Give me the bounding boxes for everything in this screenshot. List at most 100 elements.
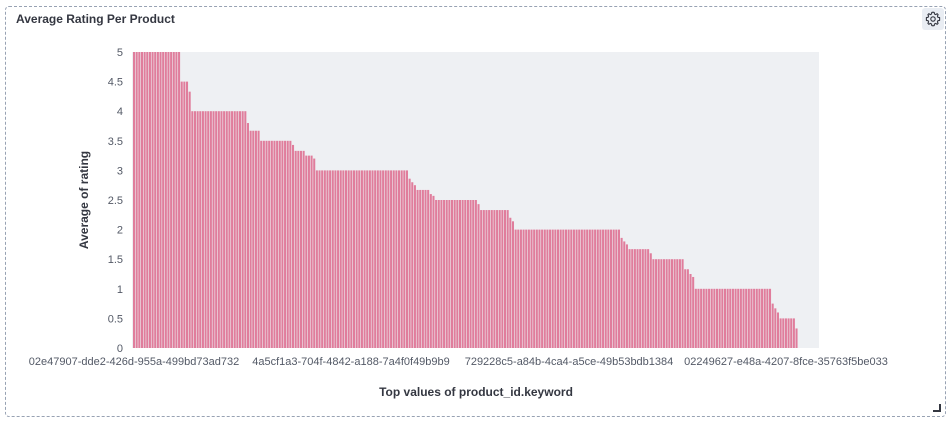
bar[interactable] bbox=[639, 249, 642, 348]
bar[interactable] bbox=[586, 229, 589, 348]
bar[interactable] bbox=[252, 130, 255, 348]
bar[interactable] bbox=[686, 269, 689, 348]
bar[interactable] bbox=[660, 259, 663, 348]
bar[interactable] bbox=[496, 210, 499, 348]
bar[interactable] bbox=[578, 229, 581, 348]
bar[interactable] bbox=[755, 288, 758, 348]
bar[interactable] bbox=[673, 259, 676, 348]
bar[interactable] bbox=[326, 170, 329, 348]
bar[interactable] bbox=[352, 170, 355, 348]
bar[interactable] bbox=[522, 229, 525, 348]
bar[interactable] bbox=[175, 52, 178, 348]
bar[interactable] bbox=[297, 150, 300, 348]
bar[interactable] bbox=[464, 200, 467, 348]
bar[interactable] bbox=[647, 249, 650, 348]
bar[interactable] bbox=[294, 150, 297, 348]
bar[interactable] bbox=[676, 259, 679, 348]
bar[interactable] bbox=[223, 111, 226, 348]
bar[interactable] bbox=[504, 210, 507, 348]
bar[interactable] bbox=[742, 288, 745, 348]
bar[interactable] bbox=[411, 182, 414, 348]
bar[interactable] bbox=[249, 130, 252, 348]
bar[interactable] bbox=[188, 91, 191, 348]
bar[interactable] bbox=[474, 200, 477, 348]
bar[interactable] bbox=[443, 200, 446, 348]
bar[interactable] bbox=[151, 52, 154, 348]
bar[interactable] bbox=[721, 288, 724, 348]
bar[interactable] bbox=[146, 52, 149, 348]
bar[interactable] bbox=[209, 111, 212, 348]
bar[interactable] bbox=[421, 189, 424, 348]
bar[interactable] bbox=[262, 140, 265, 348]
bar[interactable] bbox=[753, 288, 756, 348]
bar[interactable] bbox=[541, 229, 544, 348]
bar[interactable] bbox=[678, 259, 681, 348]
bar[interactable] bbox=[172, 52, 175, 348]
bar[interactable] bbox=[323, 170, 326, 348]
bar[interactable] bbox=[617, 229, 620, 348]
bar[interactable] bbox=[244, 111, 247, 348]
bar[interactable] bbox=[625, 244, 628, 348]
bar[interactable] bbox=[668, 259, 671, 348]
bar[interactable] bbox=[551, 229, 554, 348]
bar[interactable] bbox=[485, 210, 488, 348]
bar[interactable] bbox=[745, 288, 748, 348]
bar[interactable] bbox=[761, 288, 764, 348]
bar[interactable] bbox=[281, 140, 284, 348]
bar[interactable] bbox=[665, 259, 668, 348]
bar[interactable] bbox=[498, 210, 501, 348]
bar[interactable] bbox=[554, 229, 557, 348]
bar[interactable] bbox=[517, 229, 520, 348]
bar[interactable] bbox=[231, 111, 234, 348]
bar[interactable] bbox=[519, 229, 522, 348]
bar[interactable] bbox=[156, 52, 159, 348]
bar[interactable] bbox=[292, 144, 295, 348]
bar[interactable] bbox=[419, 189, 422, 348]
bar[interactable] bbox=[490, 210, 493, 348]
bar[interactable] bbox=[694, 288, 697, 348]
bar[interactable] bbox=[284, 140, 287, 348]
bar[interactable] bbox=[193, 111, 196, 348]
bar[interactable] bbox=[170, 52, 173, 348]
bar[interactable] bbox=[506, 210, 509, 348]
bar[interactable] bbox=[318, 170, 321, 348]
bar[interactable] bbox=[395, 170, 398, 348]
bar[interactable] bbox=[779, 318, 782, 348]
bar[interactable] bbox=[371, 170, 374, 348]
bar[interactable] bbox=[445, 200, 448, 348]
bar[interactable] bbox=[535, 229, 538, 348]
bar[interactable] bbox=[716, 288, 719, 348]
bar[interactable] bbox=[787, 318, 790, 348]
bar[interactable] bbox=[427, 189, 430, 348]
bar[interactable] bbox=[633, 249, 636, 348]
bar[interactable] bbox=[731, 288, 734, 348]
bar[interactable] bbox=[345, 170, 348, 348]
bar[interactable] bbox=[729, 288, 732, 348]
bar[interactable] bbox=[710, 288, 713, 348]
bar[interactable] bbox=[655, 259, 658, 348]
bar[interactable] bbox=[530, 229, 533, 348]
bar[interactable] bbox=[734, 288, 737, 348]
bar[interactable] bbox=[795, 328, 798, 348]
bar[interactable] bbox=[254, 130, 257, 348]
bar[interactable] bbox=[239, 111, 242, 348]
bar[interactable] bbox=[310, 155, 313, 348]
bar[interactable] bbox=[167, 52, 170, 348]
bar[interactable] bbox=[403, 170, 406, 348]
bar[interactable] bbox=[429, 194, 432, 348]
bar[interactable] bbox=[437, 200, 440, 348]
bar[interactable] bbox=[739, 288, 742, 348]
bar[interactable] bbox=[392, 170, 395, 348]
bar[interactable] bbox=[692, 276, 695, 348]
bar[interactable] bbox=[774, 308, 777, 348]
bar[interactable] bbox=[384, 170, 387, 348]
bar[interactable] bbox=[164, 52, 167, 348]
bar[interactable] bbox=[191, 111, 194, 348]
bar[interactable] bbox=[792, 318, 795, 348]
bar[interactable] bbox=[564, 229, 567, 348]
bar[interactable] bbox=[387, 170, 390, 348]
bar[interactable] bbox=[557, 229, 560, 348]
bar[interactable] bbox=[607, 229, 610, 348]
bar[interactable] bbox=[570, 229, 573, 348]
bar[interactable] bbox=[246, 123, 249, 348]
